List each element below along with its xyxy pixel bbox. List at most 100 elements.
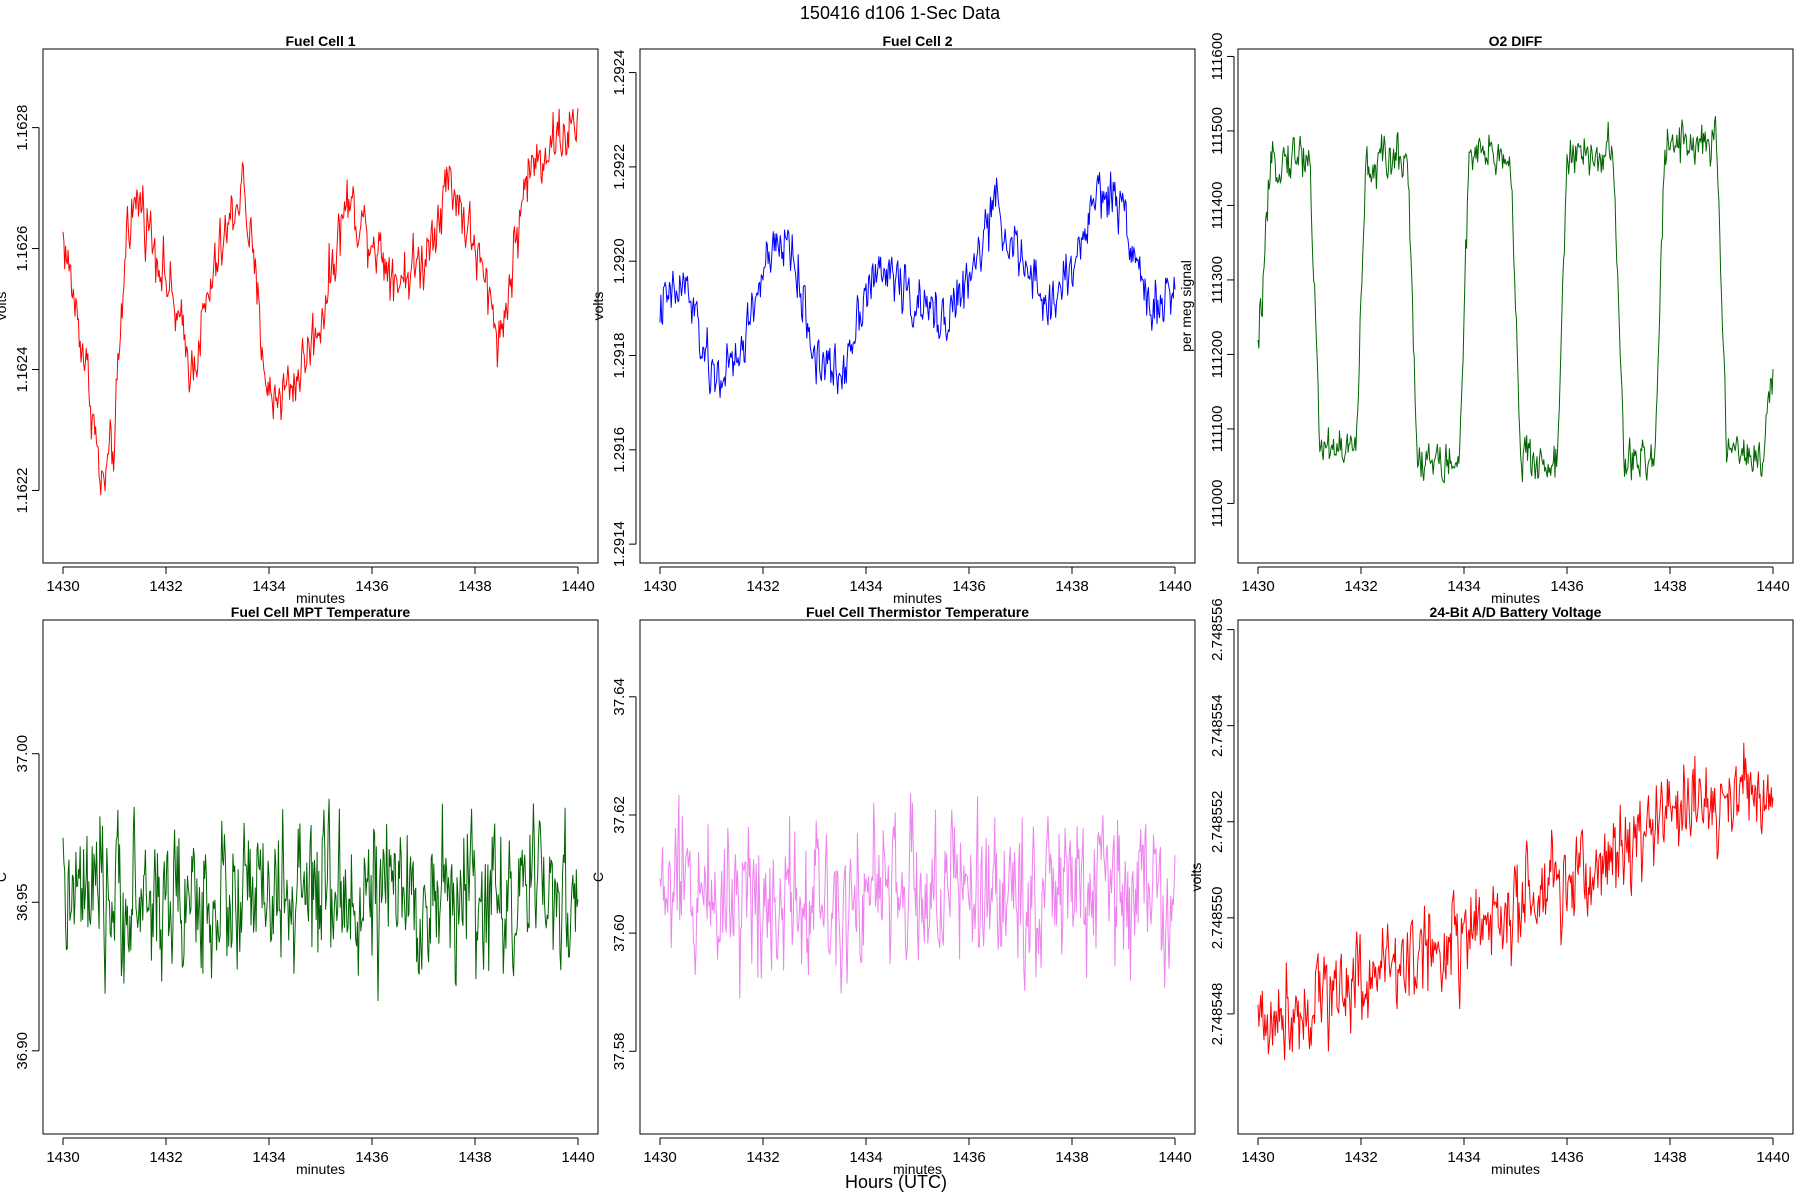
x-tick-label: 1438 xyxy=(1653,578,1686,595)
x-axis-label: minutes xyxy=(893,1161,942,1177)
y-axis-label: C xyxy=(0,872,9,882)
panel-title: Fuel Cell 1 xyxy=(285,33,355,49)
x-tick-label: 1440 xyxy=(1756,1149,1789,1166)
y-tick-label: 36.90 xyxy=(14,1032,31,1070)
series-line xyxy=(1257,742,1774,1061)
x-tick-label: 1430 xyxy=(1241,1149,1274,1166)
x-tick-label: 1430 xyxy=(46,1149,79,1166)
x-tick-label: 1432 xyxy=(1344,578,1377,595)
y-tick-label: 2.748548 xyxy=(1209,983,1226,1046)
x-tick-label: 1440 xyxy=(1158,578,1191,595)
x-tick-label: 1434 xyxy=(1447,1149,1480,1166)
x-axis-label: minutes xyxy=(1491,590,1540,606)
y-tick-label: 1.2914 xyxy=(611,521,628,567)
chart-panel-1: Fuel Cell 1 1430 1432 1434 1436 1438 1440 minut… xyxy=(0,33,599,606)
panel-title: O2 DIFF xyxy=(1489,33,1543,49)
y-tick-label: 37.60 xyxy=(611,914,628,952)
y-tick-label: 111500 xyxy=(1209,107,1226,155)
y-tick-label: 1.1626 xyxy=(14,226,31,272)
chart-panel-6: 24-Bit A/D Battery Voltage 1430 1432 1434 14… xyxy=(1188,598,1794,1177)
panel-title: Fuel Cell 2 xyxy=(882,33,952,49)
chart-panel-5: Fuel Cell Thermistor Temperature 1430 1432… xyxy=(590,604,1196,1177)
x-tick-label: 1430 xyxy=(643,1149,676,1166)
plot-frame xyxy=(639,48,1196,564)
x-tick-label: 1434 xyxy=(252,1149,285,1166)
x-tick-label: 1432 xyxy=(1344,1149,1377,1166)
series-line xyxy=(659,171,1176,398)
chart-panel-3: O2 DIFF 1430 1432 1434 1436 1438 1440 minutes 11… xyxy=(1178,33,1794,606)
x-tick-label: 1432 xyxy=(746,1149,779,1166)
x-tick-label: 1440 xyxy=(561,1149,594,1166)
plot-frame xyxy=(1237,48,1794,564)
x-tick-label: 1430 xyxy=(643,578,676,595)
y-tick-label: 111100 xyxy=(1209,406,1226,453)
x-tick-label: 1430 xyxy=(46,578,79,595)
x-tick-label: 1434 xyxy=(849,1149,882,1166)
x-tick-label: 1436 xyxy=(1550,578,1583,595)
y-tick-label: 37.62 xyxy=(611,796,628,834)
series-line xyxy=(62,798,579,1002)
figure-title: 150416 d106 1-Sec Data xyxy=(800,3,1001,23)
x-tick-label: 1440 xyxy=(1756,578,1789,595)
y-tick-label: 2.748552 xyxy=(1209,790,1226,853)
y-axis-label: volts xyxy=(590,292,606,321)
x-tick-label: 1438 xyxy=(1055,578,1088,595)
y-tick-label: 111000 xyxy=(1209,479,1226,527)
plot-frame xyxy=(1237,619,1794,1135)
y-tick-label: 2.748556 xyxy=(1209,598,1226,661)
chart-panel-4: Fuel Cell MPT Temperature 1430 1432 1434 143… xyxy=(0,604,599,1177)
x-tick-label: 1440 xyxy=(561,578,594,595)
x-tick-label: 1430 xyxy=(1241,578,1274,595)
y-axis-label: per meg signal xyxy=(1178,260,1194,352)
x-tick-label: 1434 xyxy=(1447,578,1480,595)
y-tick-label: 1.2920 xyxy=(611,238,628,284)
x-axis-label: minutes xyxy=(296,590,345,606)
y-tick-label: 1.1624 xyxy=(14,347,31,393)
x-tick-label: 1434 xyxy=(252,578,285,595)
y-tick-label: 1.2924 xyxy=(611,50,628,96)
x-tick-label: 1438 xyxy=(458,578,491,595)
y-tick-label: 2.748554 xyxy=(1209,694,1226,757)
y-tick-label: 37.58 xyxy=(611,1033,628,1071)
series-line xyxy=(659,793,1176,999)
y-axis-label: volts xyxy=(0,292,9,321)
x-tick-label: 1436 xyxy=(1550,1149,1583,1166)
y-tick-label: 2.748550 xyxy=(1209,887,1226,950)
x-tick-label: 1432 xyxy=(746,578,779,595)
x-tick-label: 1438 xyxy=(458,1149,491,1166)
y-tick-label: 1.2916 xyxy=(611,427,628,473)
y-tick-label: 111400 xyxy=(1209,182,1226,230)
panel-title: 24-Bit A/D Battery Voltage xyxy=(1430,604,1602,620)
y-axis-label: C xyxy=(590,872,606,882)
y-tick-label: 1.1628 xyxy=(14,105,31,151)
y-tick-label: 1.2918 xyxy=(611,333,628,379)
panels: Fuel Cell 1 1430 1432 1434 1436 1438 1440 minut… xyxy=(0,33,1794,1177)
x-tick-label: 1436 xyxy=(952,578,985,595)
series-line xyxy=(1257,116,1774,484)
figure-x-label: Hours (UTC) xyxy=(845,1172,947,1192)
plot-frame xyxy=(42,619,599,1135)
plot-frame xyxy=(42,48,599,564)
x-tick-label: 1434 xyxy=(849,578,882,595)
y-tick-label: 111300 xyxy=(1209,256,1226,304)
x-tick-label: 1438 xyxy=(1653,1149,1686,1166)
x-tick-label: 1432 xyxy=(149,578,182,595)
y-axis-label: volts xyxy=(1188,863,1204,892)
plot-frame xyxy=(639,619,1196,1135)
x-axis-label: minutes xyxy=(1491,1161,1540,1177)
chart-panel-2: Fuel Cell 2 1430 1432 1434 1436 1438 1440 minut… xyxy=(590,33,1196,606)
x-axis-label: minutes xyxy=(893,590,942,606)
x-tick-label: 1432 xyxy=(149,1149,182,1166)
x-tick-label: 1440 xyxy=(1158,1149,1191,1166)
y-tick-label: 111200 xyxy=(1209,331,1226,379)
x-tick-label: 1438 xyxy=(1055,1149,1088,1166)
x-axis-label: minutes xyxy=(296,1161,345,1177)
y-tick-label: 1.2922 xyxy=(611,144,628,190)
y-tick-label: 1.1622 xyxy=(14,467,31,513)
panel-title: Fuel Cell Thermistor Temperature xyxy=(806,604,1029,620)
x-tick-label: 1436 xyxy=(355,578,388,595)
x-tick-label: 1436 xyxy=(952,1149,985,1166)
y-tick-label: 36.95 xyxy=(14,883,31,921)
y-tick-label: 37.00 xyxy=(14,735,31,773)
